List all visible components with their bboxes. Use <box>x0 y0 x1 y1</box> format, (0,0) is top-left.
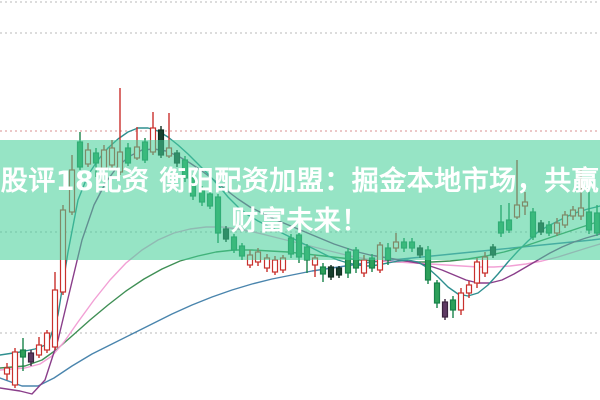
candle <box>157 126 165 158</box>
candle <box>279 255 287 273</box>
candle <box>529 208 537 240</box>
candle <box>424 246 432 284</box>
candle <box>319 263 327 282</box>
candle <box>11 348 19 388</box>
candle <box>344 248 352 278</box>
candle <box>335 266 343 278</box>
candle <box>441 299 449 320</box>
candle <box>51 272 59 350</box>
candle <box>287 234 295 258</box>
candle <box>141 138 149 163</box>
candle <box>59 205 67 295</box>
candle <box>189 174 197 200</box>
candle <box>230 234 238 253</box>
candle <box>43 330 51 353</box>
candle <box>449 296 457 318</box>
candle <box>181 156 189 182</box>
candle <box>35 337 43 358</box>
candle <box>457 288 465 315</box>
candle <box>3 363 11 380</box>
candle <box>433 280 441 308</box>
candle <box>27 350 35 366</box>
candle <box>465 281 473 298</box>
candle <box>376 242 384 273</box>
candle <box>19 338 27 371</box>
candle <box>327 265 335 280</box>
candle <box>473 258 481 288</box>
